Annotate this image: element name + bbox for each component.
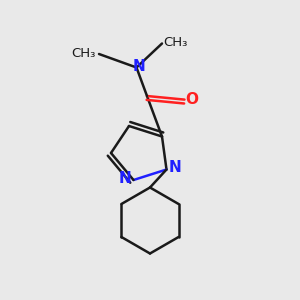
- Text: O: O: [185, 92, 199, 106]
- Text: N: N: [169, 160, 181, 175]
- Text: CH₃: CH₃: [164, 36, 188, 49]
- Text: N: N: [133, 59, 146, 74]
- Text: CH₃: CH₃: [72, 46, 96, 60]
- Text: N: N: [119, 171, 131, 186]
